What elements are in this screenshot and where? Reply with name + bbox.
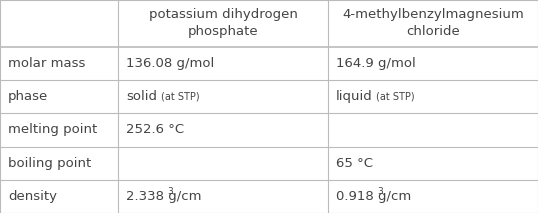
Text: solid: solid [126, 90, 157, 103]
Text: 0.918 g/cm: 0.918 g/cm [336, 190, 411, 203]
Text: density: density [8, 190, 57, 203]
Text: molar mass: molar mass [8, 57, 85, 70]
Text: (at STP): (at STP) [376, 92, 414, 102]
Text: 136.08 g/mol: 136.08 g/mol [126, 57, 215, 70]
Text: phase: phase [8, 90, 48, 103]
Text: liquid: liquid [336, 90, 373, 103]
Text: 252.6 °C: 252.6 °C [126, 123, 185, 137]
Text: boiling point: boiling point [8, 157, 91, 170]
Text: 3: 3 [377, 187, 383, 196]
Text: (at STP): (at STP) [162, 92, 200, 102]
Text: 65 °C: 65 °C [336, 157, 373, 170]
Text: 2.338 g/cm: 2.338 g/cm [126, 190, 202, 203]
Text: 4-methylbenzylmagnesium
chloride: 4-methylbenzylmagnesium chloride [342, 9, 524, 38]
Text: potassium dihydrogen
phosphate: potassium dihydrogen phosphate [149, 9, 298, 38]
Text: melting point: melting point [8, 123, 97, 137]
Text: 3: 3 [167, 187, 173, 196]
Text: 164.9 g/mol: 164.9 g/mol [336, 57, 416, 70]
